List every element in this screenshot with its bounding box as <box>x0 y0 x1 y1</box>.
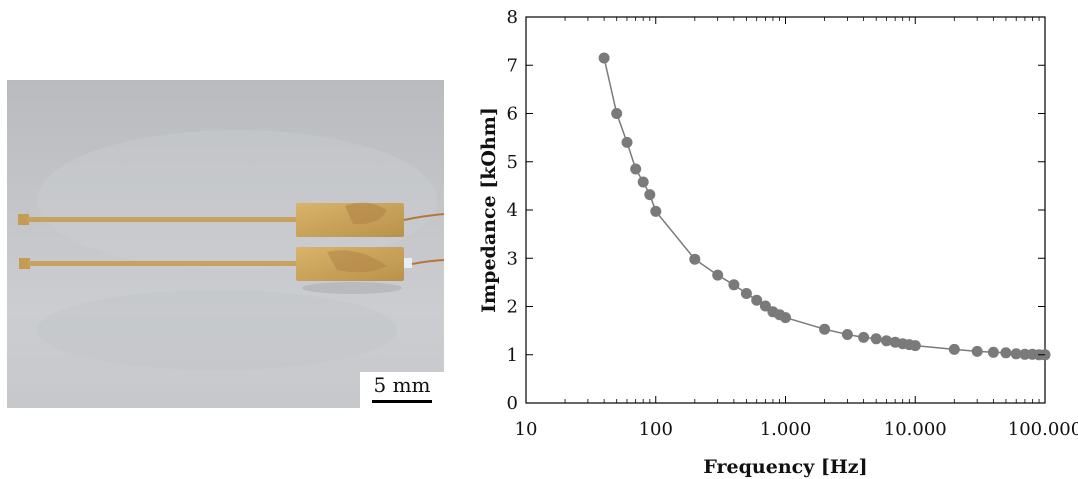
y-tick-labels: 0 1 2 3 4 5 6 7 8 <box>507 7 518 414</box>
series-line <box>603 57 1045 356</box>
data-point <box>611 108 623 119</box>
x-tick-labels: 10 100 1.000 10.000 100.000 <box>515 419 1078 440</box>
data-point <box>637 176 649 188</box>
y-tick-label: 4 <box>507 200 518 221</box>
x-axis-title: Frequency [Hz] <box>703 456 867 478</box>
electrode-upper-tip <box>18 214 29 225</box>
data-point <box>780 312 791 324</box>
y-tick-label: 3 <box>507 248 518 269</box>
x-tick-label: 10.000 <box>884 419 947 440</box>
y-tick-label: 7 <box>507 55 518 76</box>
data-point <box>841 329 853 340</box>
data-point <box>689 253 701 265</box>
y-tick-label: 1 <box>507 345 518 366</box>
scale-bar-label: 5 mm <box>373 373 431 397</box>
y-tick-label: 5 <box>507 152 518 173</box>
data-point <box>971 345 983 357</box>
x-tick-label: 1.000 <box>760 419 812 440</box>
scale-bar-line <box>372 400 432 403</box>
electrode-photo-illustration <box>18 130 444 370</box>
data-point <box>630 163 642 175</box>
series-line-group <box>603 57 1045 356</box>
data-point <box>751 294 763 306</box>
scale-bar: 5 mm <box>360 372 444 408</box>
data-point <box>819 323 831 335</box>
x-tick-label: 100 <box>639 419 673 440</box>
electrode-upper-trace <box>27 217 297 222</box>
data-point <box>598 52 610 64</box>
electrode-lower-trace <box>28 261 298 266</box>
y-tick-label: 0 <box>507 393 518 414</box>
data-point <box>948 343 960 355</box>
y-tick-label: 6 <box>507 104 518 125</box>
plot-frame <box>525 16 1046 404</box>
data-point <box>881 335 892 347</box>
data-point <box>621 136 633 148</box>
y-tick-label: 8 <box>507 7 518 28</box>
electrode-photo: 5 mm <box>7 80 444 408</box>
data-point <box>740 288 752 299</box>
y-axis-title: Impedance [kOhm] <box>478 107 500 313</box>
data-point <box>987 346 999 358</box>
axis-ticks <box>525 16 1046 404</box>
data-point <box>858 331 870 343</box>
data-point <box>644 189 656 201</box>
electrode-lower-tip <box>19 258 30 269</box>
data-point <box>909 340 921 352</box>
data-point <box>1000 347 1012 359</box>
data-point <box>650 205 662 217</box>
data-point <box>728 279 740 291</box>
plot-area <box>525 16 1046 404</box>
data-points <box>598 52 1051 361</box>
data-point <box>1010 348 1022 360</box>
data-point <box>759 300 771 312</box>
x-tick-label: 10 <box>515 419 538 440</box>
data-point <box>712 269 724 281</box>
x-tick-label: 100.000 <box>1008 419 1078 440</box>
data-point <box>870 333 882 345</box>
y-tick-label: 2 <box>507 297 518 318</box>
